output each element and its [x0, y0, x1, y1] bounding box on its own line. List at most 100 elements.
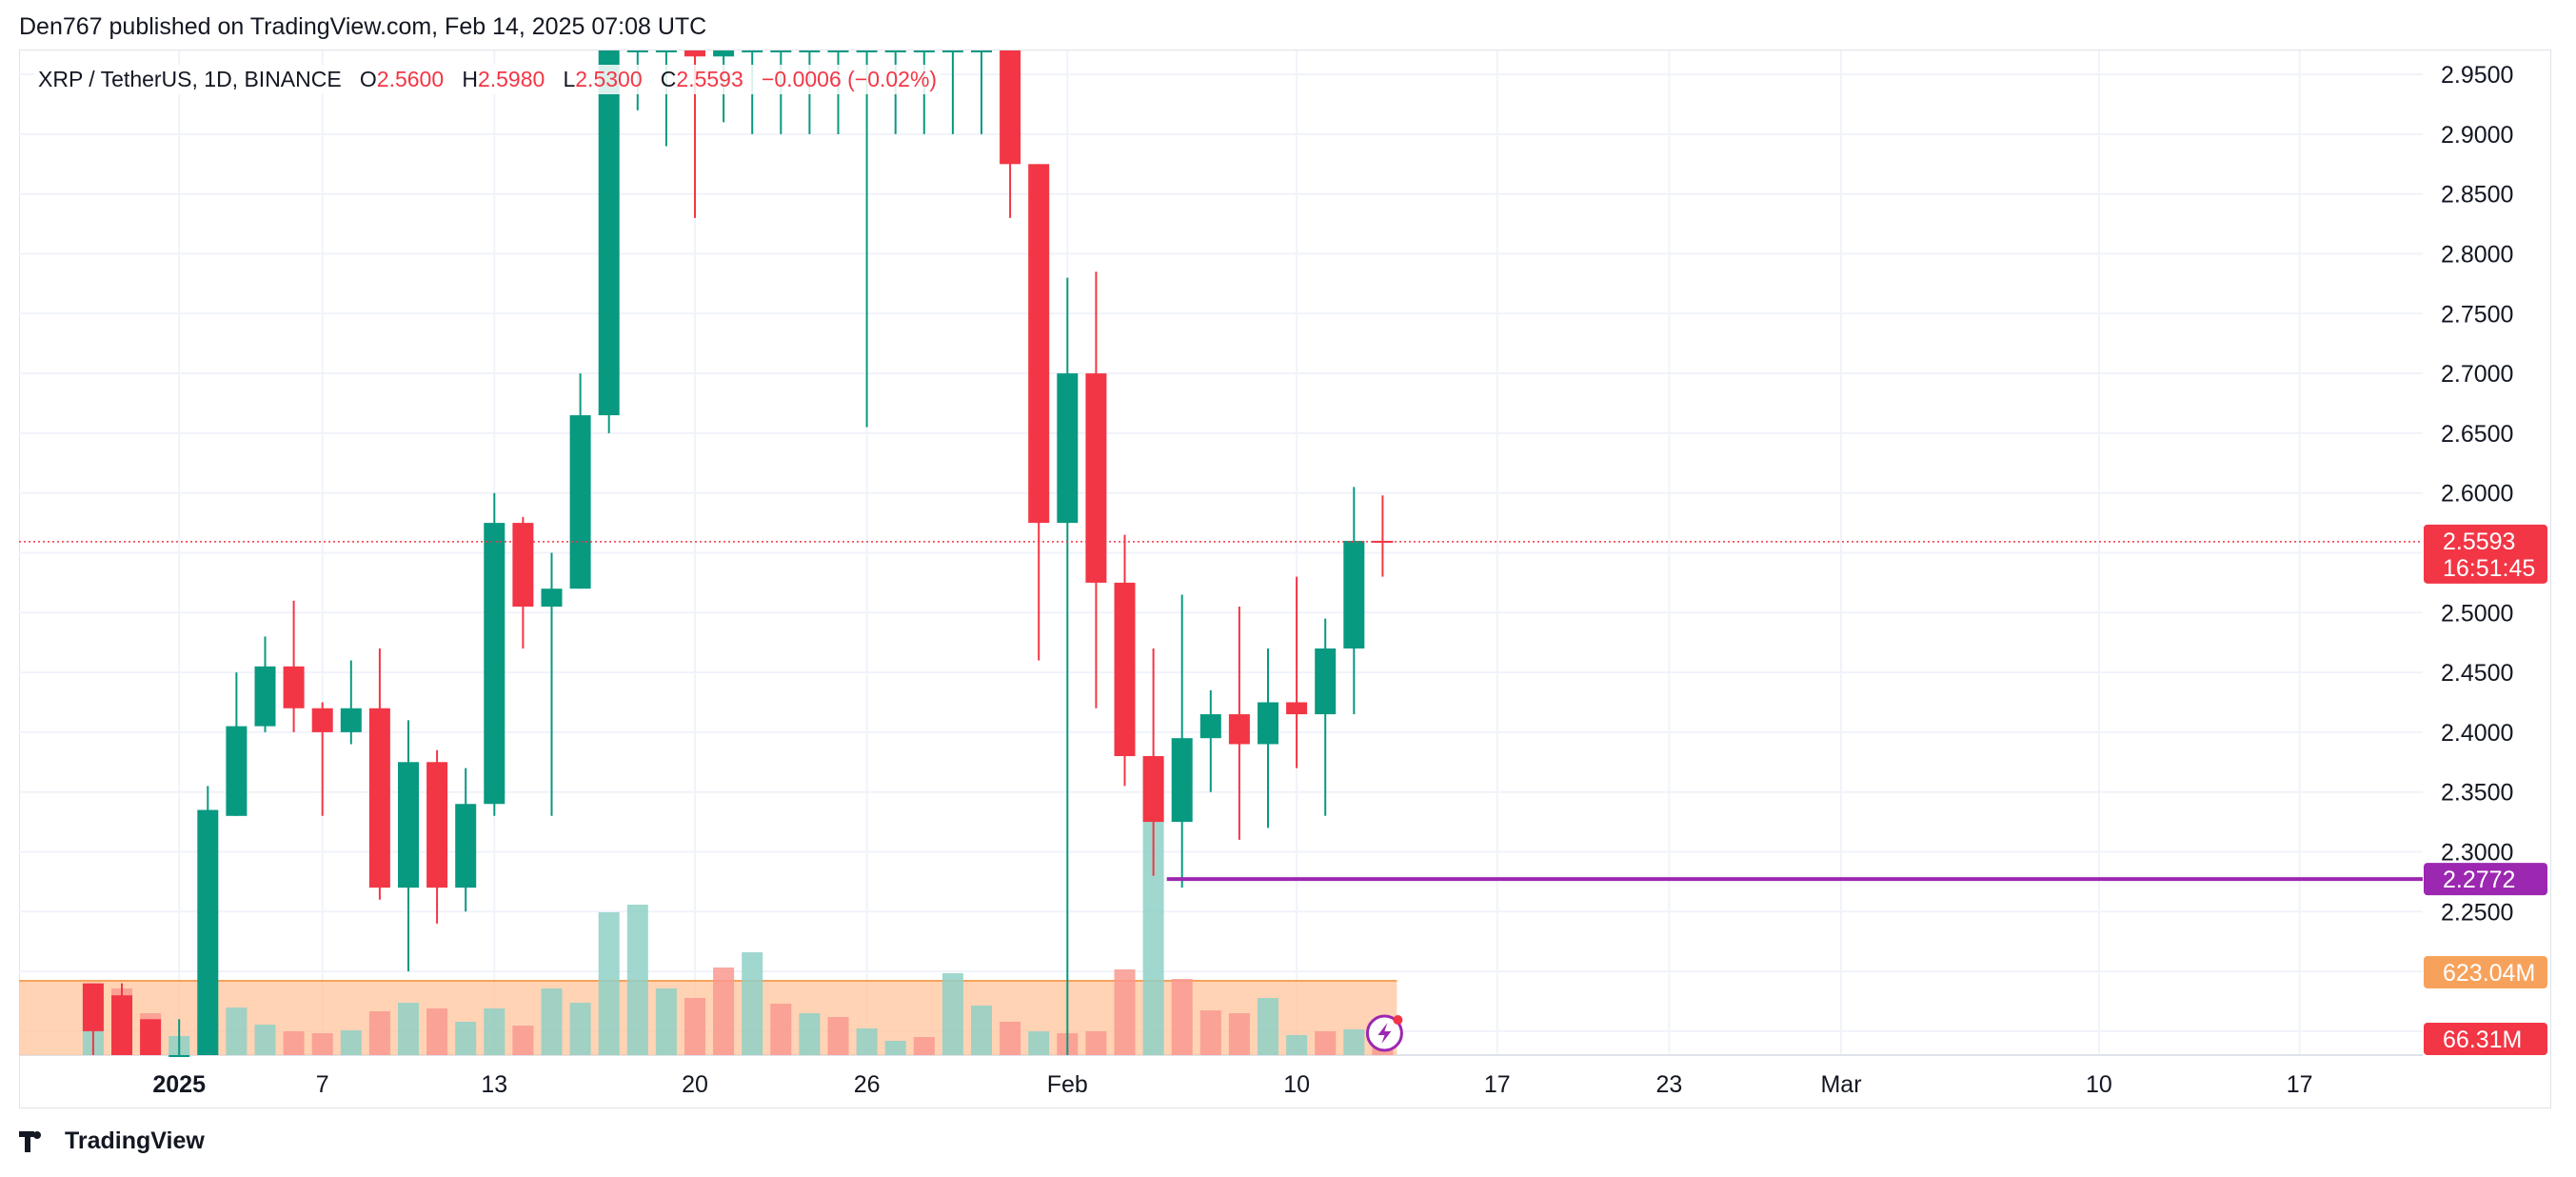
- volume-bar: [541, 988, 563, 1055]
- y-tick-label: 2.3000: [2441, 839, 2513, 866]
- y-tick-label: 2.3500: [2441, 780, 2513, 807]
- publish-line: Den767 published on TradingView.com, Feb…: [19, 13, 707, 40]
- volume-bar: [684, 998, 705, 1055]
- x-tick-label: 7: [316, 1071, 329, 1098]
- candle-body: [655, 50, 677, 52]
- last-price-badge-text: 2.5593: [2443, 529, 2515, 555]
- y-tick-label: 2.6500: [2441, 421, 2513, 448]
- volume-bar: [1028, 1031, 1050, 1055]
- volume-bar: [484, 1008, 505, 1055]
- candle-body: [713, 50, 735, 57]
- y-tick-label: 2.4000: [2441, 720, 2513, 747]
- candle-body: [1114, 582, 1136, 757]
- volume-bar: [799, 1013, 821, 1055]
- candle-body: [368, 708, 390, 888]
- legend-close-value: 2.5593: [676, 67, 743, 91]
- candle-body: [140, 1019, 162, 1055]
- x-tick-label: 20: [682, 1071, 708, 1098]
- volume-bar: [340, 1030, 362, 1055]
- candle-body: [455, 804, 477, 888]
- support-badge-text: 2.2772: [2443, 867, 2515, 893]
- x-tick-label: Feb: [1047, 1071, 1088, 1098]
- volume-bar: [1199, 1010, 1221, 1055]
- symbol-legend: XRP / TetherUS, 1D, BINANCE O2.5600 H2.5…: [34, 65, 941, 94]
- y-tick-label: 2.7500: [2441, 301, 2513, 328]
- volume-bar: [1343, 1029, 1365, 1055]
- footer-brand-label: TradingView: [65, 1127, 205, 1154]
- volume-bar: [827, 1017, 849, 1055]
- candle-body: [226, 726, 248, 816]
- candle-body: [971, 50, 992, 52]
- legend-high-value: 2.5980: [477, 67, 545, 91]
- volume-bar: [1315, 1031, 1337, 1055]
- y-tick-label: 2.8500: [2441, 182, 2513, 209]
- candle-body: [913, 50, 935, 52]
- volume-ma-area: [19, 980, 1397, 1055]
- legend-high-label: H: [462, 67, 478, 91]
- volume-bar: [1114, 969, 1136, 1055]
- candle-body: [856, 50, 878, 52]
- candle-body: [569, 415, 591, 589]
- candle-body: [398, 762, 419, 888]
- volume-bar: [283, 1031, 305, 1055]
- volume-bar: [1000, 1022, 1021, 1055]
- footer-brand[interactable]: TradingView: [19, 1127, 205, 1155]
- candle-body: [111, 995, 132, 1055]
- event-dot: [1393, 1015, 1403, 1025]
- candle-body: [340, 708, 362, 732]
- x-axis: 2025 7 13 20 26 Feb 10 17 23 Mar 10 17: [152, 1071, 2312, 1098]
- candle-body: [283, 666, 305, 708]
- candle-body: [254, 666, 276, 727]
- legend-low-label: L: [563, 67, 576, 91]
- y-tick-label: 2.2500: [2441, 899, 2513, 926]
- x-tick-label: 2025: [152, 1071, 206, 1098]
- x-tick-label: 13: [481, 1071, 507, 1098]
- candle-body: [1258, 702, 1278, 745]
- volume-bar: [598, 912, 620, 1055]
- candle-body: [1286, 702, 1308, 715]
- candle-body: [626, 50, 648, 52]
- lightning-bolt: [1377, 1023, 1392, 1044]
- x-tick-label: 10: [2086, 1071, 2112, 1098]
- candle-body: [1199, 714, 1221, 739]
- volume-bar: [426, 1008, 448, 1055]
- volume-bar: [655, 988, 677, 1055]
- x-tick-label: 10: [1283, 1071, 1310, 1098]
- volume-bar: [856, 1028, 878, 1055]
- tradingview-logo-icon: [19, 1130, 57, 1152]
- candle-body: [1085, 373, 1107, 583]
- volume-bar: [569, 1003, 591, 1055]
- candle-body: [1000, 50, 1021, 165]
- volume-bar: [368, 1011, 390, 1055]
- candle-body: [1343, 540, 1365, 648]
- volume-ma-badge-text: 623.04M: [2443, 960, 2535, 987]
- volume-bar: [713, 968, 735, 1055]
- volume-bar: [1171, 979, 1193, 1055]
- price-lines: [19, 541, 2423, 882]
- grid: [19, 50, 2423, 1056]
- chart-frame[interactable]: [19, 50, 2551, 1108]
- candle-body: [799, 50, 821, 52]
- x-tick-label: Mar: [1820, 1071, 1861, 1098]
- last-price-badge-text: 16:51:45: [2443, 555, 2535, 582]
- legend-low-value: 2.5300: [575, 67, 643, 91]
- x-tick-label: 26: [854, 1071, 881, 1098]
- y-tick-label: 2.6000: [2441, 481, 2513, 508]
- candle-body: [82, 983, 104, 1031]
- volume-badge-bg: [2424, 1023, 2547, 1055]
- legend-change: −0.0006 (−0.02%): [761, 67, 938, 91]
- last-price-badge-bg: [2424, 524, 2547, 584]
- candle-body: [1171, 738, 1193, 823]
- support-badge-bg: [2424, 863, 2547, 896]
- candle-body: [426, 762, 448, 888]
- candle-body: [168, 1055, 190, 1057]
- candle-body: [1057, 373, 1079, 524]
- candle-body: [742, 50, 763, 52]
- event-marker[interactable]: [1365, 1014, 1403, 1052]
- y-tick-label: 2.9500: [2441, 62, 2513, 89]
- legend-symbol[interactable]: XRP / TetherUS, 1D, BINANCE: [38, 67, 342, 91]
- volume-bar: [1228, 1013, 1250, 1055]
- volume-ma-fill: [19, 981, 1397, 1055]
